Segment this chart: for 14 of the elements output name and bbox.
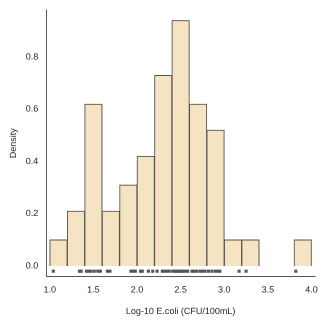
x-tick-label: 4.0 [305,284,318,294]
y-axis-title: Density [8,128,18,158]
x-tick-label: 1.0 [44,284,56,294]
x-tick-label: 2.0 [130,284,144,294]
y-tick-label: 0.0 [26,260,38,270]
y-tick-label: 0.8 [26,51,38,62]
y-tick-label: 0.4 [26,156,38,166]
x-tick-label: 3.0 [218,284,231,294]
y-tick-label: 0.6 [26,104,38,114]
x-axis-title: Log-10 E.coli (CFU/100mL) [126,306,236,316]
x-tick-label: 3.5 [262,284,274,294]
y-tick-label: 0.2 [26,208,38,218]
x-tick-label: 1.5 [87,284,100,294]
x-tick-label: 2.5 [174,284,187,294]
